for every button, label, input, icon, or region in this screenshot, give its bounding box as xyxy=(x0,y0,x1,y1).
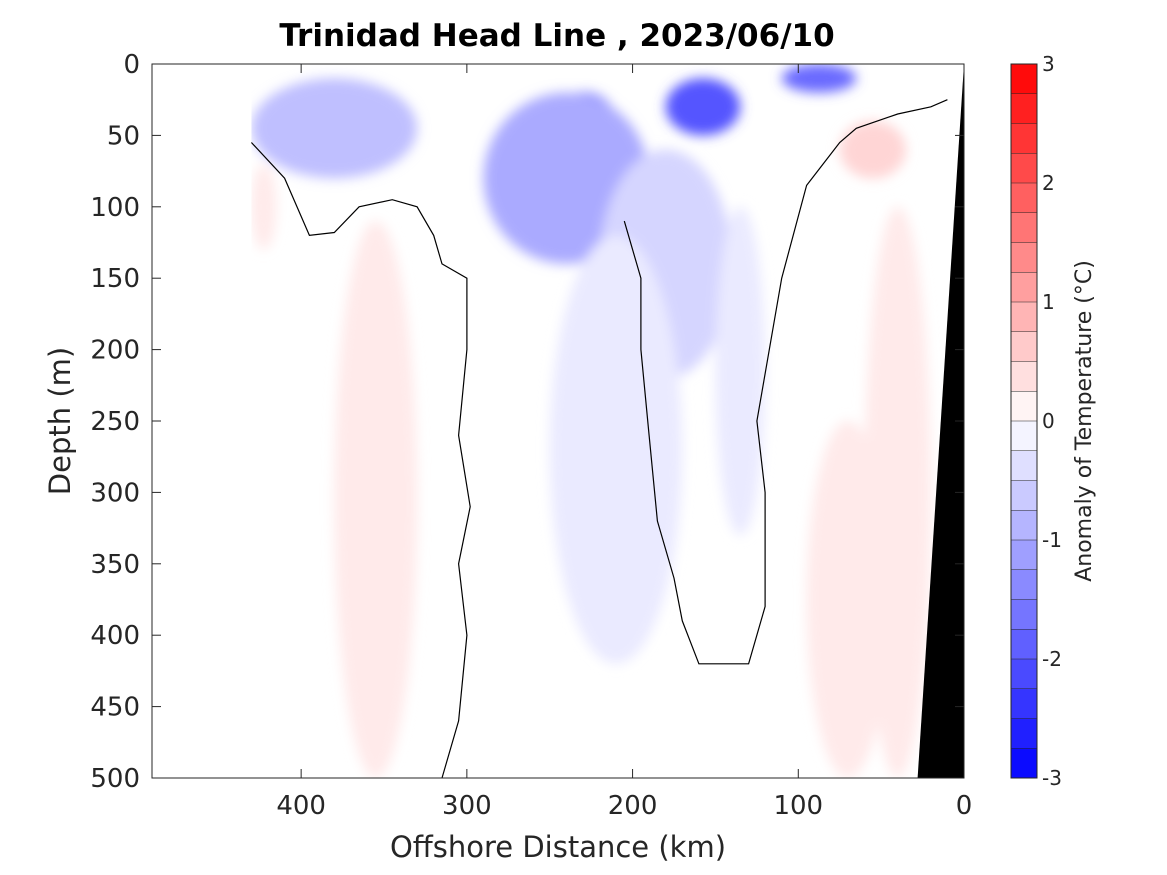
x-tick-label: 100 xyxy=(773,791,823,821)
anomaly-region-2 xyxy=(781,64,857,93)
colorbar-segment xyxy=(1011,659,1037,690)
colorbar-segment xyxy=(1011,272,1037,303)
colorbar-segment xyxy=(1011,540,1037,571)
anomaly-region-11 xyxy=(839,121,906,179)
colorbar-segment xyxy=(1011,331,1037,362)
plot-area xyxy=(152,64,964,778)
colorbar-tick-label: -2 xyxy=(1042,647,1062,671)
colorbar-segment xyxy=(1011,183,1037,214)
chart-title: Trinidad Head Line , 2023/06/10 xyxy=(279,18,834,54)
y-tick-label: 450 xyxy=(90,693,140,723)
colorbar-segment xyxy=(1011,450,1037,481)
no-data-area xyxy=(152,64,252,778)
x-tick-label: 400 xyxy=(276,791,326,821)
y-tick-label: 350 xyxy=(90,550,140,580)
x-tick-label: 300 xyxy=(442,791,492,821)
y-tick-label: 300 xyxy=(90,478,140,508)
colorbar-segment xyxy=(1011,242,1037,273)
y-tick-label: 100 xyxy=(90,193,140,223)
anomaly-region-8 xyxy=(334,221,418,778)
x-tick-label: 200 xyxy=(608,791,658,821)
colorbar-tick-label: -1 xyxy=(1042,528,1062,552)
colorbar-segment xyxy=(1011,629,1037,660)
zero-contour-1 xyxy=(623,99,948,665)
colorbar-tick-label: 2 xyxy=(1042,171,1055,195)
y-tick-label: 500 xyxy=(90,764,140,794)
y-axis: 0 50 100 150 200 250 300 350 400 450 500 xyxy=(90,50,964,794)
y-tick-label: 150 xyxy=(90,264,140,294)
anomaly-region-7 xyxy=(715,206,766,536)
colorbar-segment xyxy=(1011,123,1037,154)
colorbar: -3 -2 -1 0 1 2 3 xyxy=(1010,52,1062,790)
colorbar-segment xyxy=(1011,64,1037,95)
y-tick-label: 200 xyxy=(90,336,140,366)
anomaly-region-12 xyxy=(864,206,931,778)
x-tick-label: 0 xyxy=(956,791,973,821)
colorbar-tick-label: 1 xyxy=(1042,290,1055,314)
y-tick-label: 0 xyxy=(123,50,140,80)
colorbar-frame xyxy=(1010,63,1038,779)
y-tick-label: 250 xyxy=(90,407,140,437)
anomaly-region-3 xyxy=(251,78,418,179)
colorbar-tick-label: -3 xyxy=(1042,766,1062,790)
y-tick-label: 400 xyxy=(90,621,140,651)
colorbar-segment xyxy=(1011,748,1037,779)
colorbar-segment xyxy=(1011,599,1037,630)
y-axis-label: Depth (m) xyxy=(43,347,77,495)
colorbar-segment xyxy=(1011,569,1037,600)
anomaly-region-6 xyxy=(549,235,683,664)
x-axis-label: Offshore Distance (km) xyxy=(390,830,726,864)
x-axis: 400 300 200 100 0 xyxy=(276,64,972,821)
colorbar-segment xyxy=(1011,153,1037,184)
colorbar-segment xyxy=(1011,93,1037,124)
y-tick-label: 50 xyxy=(107,121,140,151)
colorbar-segment xyxy=(1011,212,1037,243)
anomaly-region-1 xyxy=(665,78,741,136)
sea-floor-mask xyxy=(917,64,964,778)
colorbar-segment xyxy=(1011,718,1037,749)
colorbar-tick-label: 3 xyxy=(1042,52,1055,76)
colorbar-segment xyxy=(1011,391,1037,422)
colorbar-segment xyxy=(1011,421,1037,452)
colorbar-segment xyxy=(1011,688,1037,719)
anomaly-region-9 xyxy=(251,163,277,250)
colorbar-tick-label: 0 xyxy=(1042,409,1055,433)
colorbar-segment xyxy=(1011,480,1037,511)
colorbar-label: Anomaly of Temperature (°C) xyxy=(1072,260,1097,582)
zero-contour-0 xyxy=(250,142,471,778)
colorbar-segment xyxy=(1011,302,1037,333)
colorbar-segment xyxy=(1011,510,1037,541)
colorbar-segment xyxy=(1011,361,1037,392)
